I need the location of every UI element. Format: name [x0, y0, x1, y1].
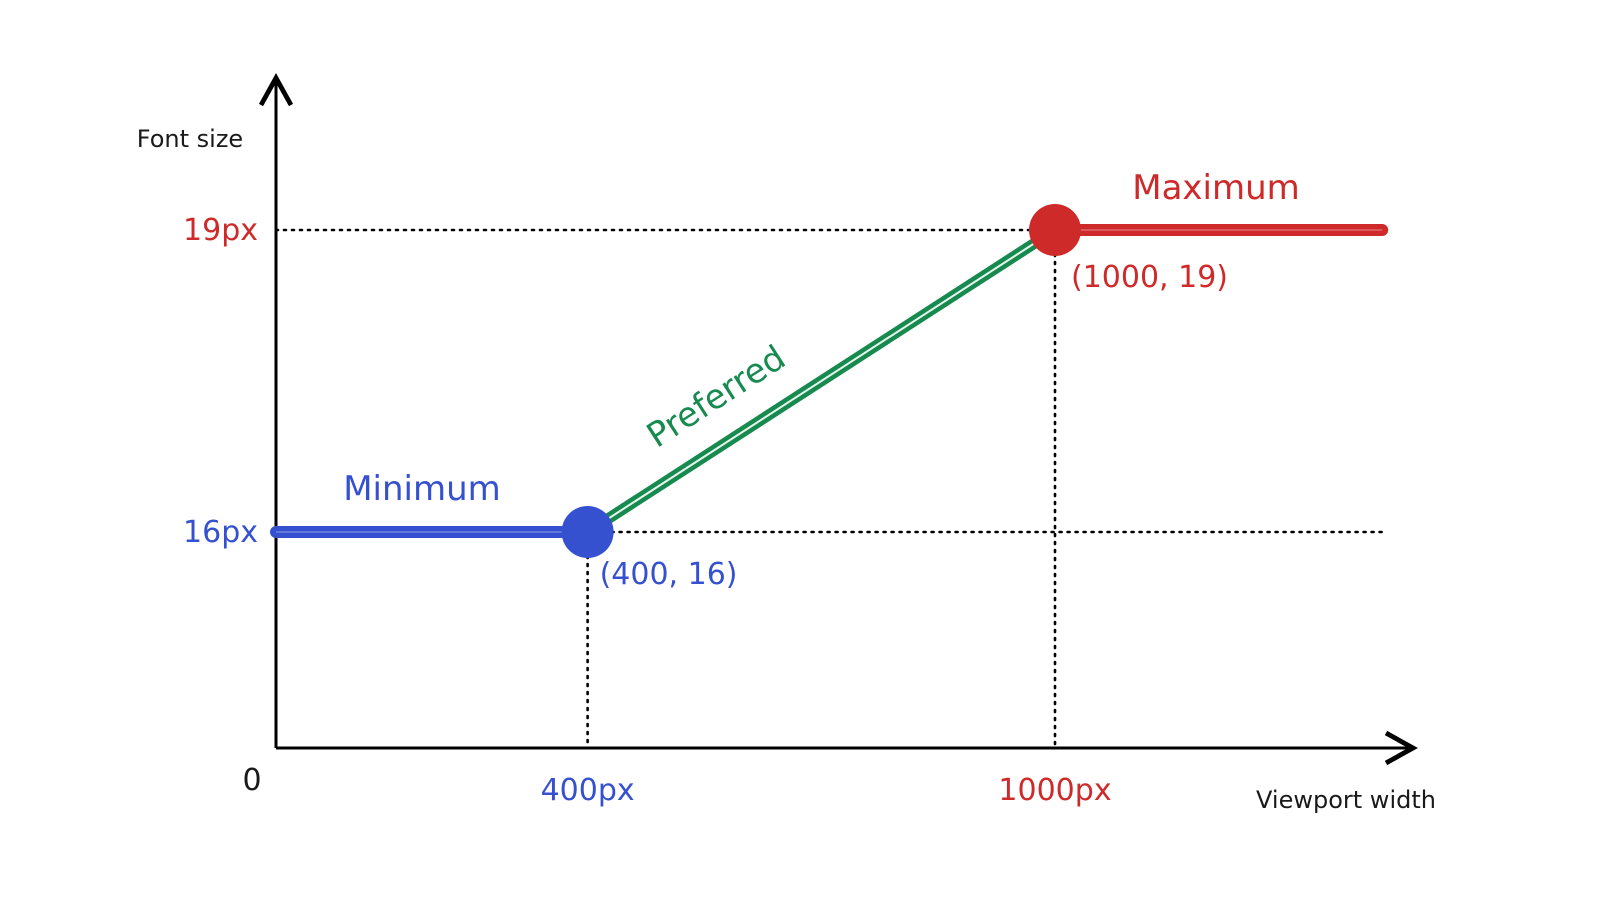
point-label-1000: (1000, 19) [1071, 260, 1228, 295]
origin-label: 0 [242, 763, 261, 798]
y-axis-label: Font size [137, 125, 243, 153]
y-tick-label-16: 16px [183, 515, 258, 550]
series-label-maximum: Maximum [1132, 168, 1300, 208]
key-point-1000 [1029, 204, 1081, 256]
series-label-minimum: Minimum [343, 469, 501, 509]
key-point-400 [561, 506, 614, 558]
x-axis-label: Viewport width [1256, 786, 1436, 814]
y-tick-label-19: 19px [183, 213, 258, 248]
series-label-preferred: Preferred [640, 338, 793, 456]
point-label-400: (400, 16) [600, 557, 738, 592]
series-layer [270, 224, 1389, 538]
x-tick-label-1000: 1000px [998, 773, 1111, 808]
points-layer [561, 204, 1081, 558]
x-tick-label-400: 400px [541, 773, 635, 808]
axes [258, 73, 1418, 766]
guide-lines [274, 228, 1387, 750]
series-line-preferred-highlight [586, 229, 1056, 533]
